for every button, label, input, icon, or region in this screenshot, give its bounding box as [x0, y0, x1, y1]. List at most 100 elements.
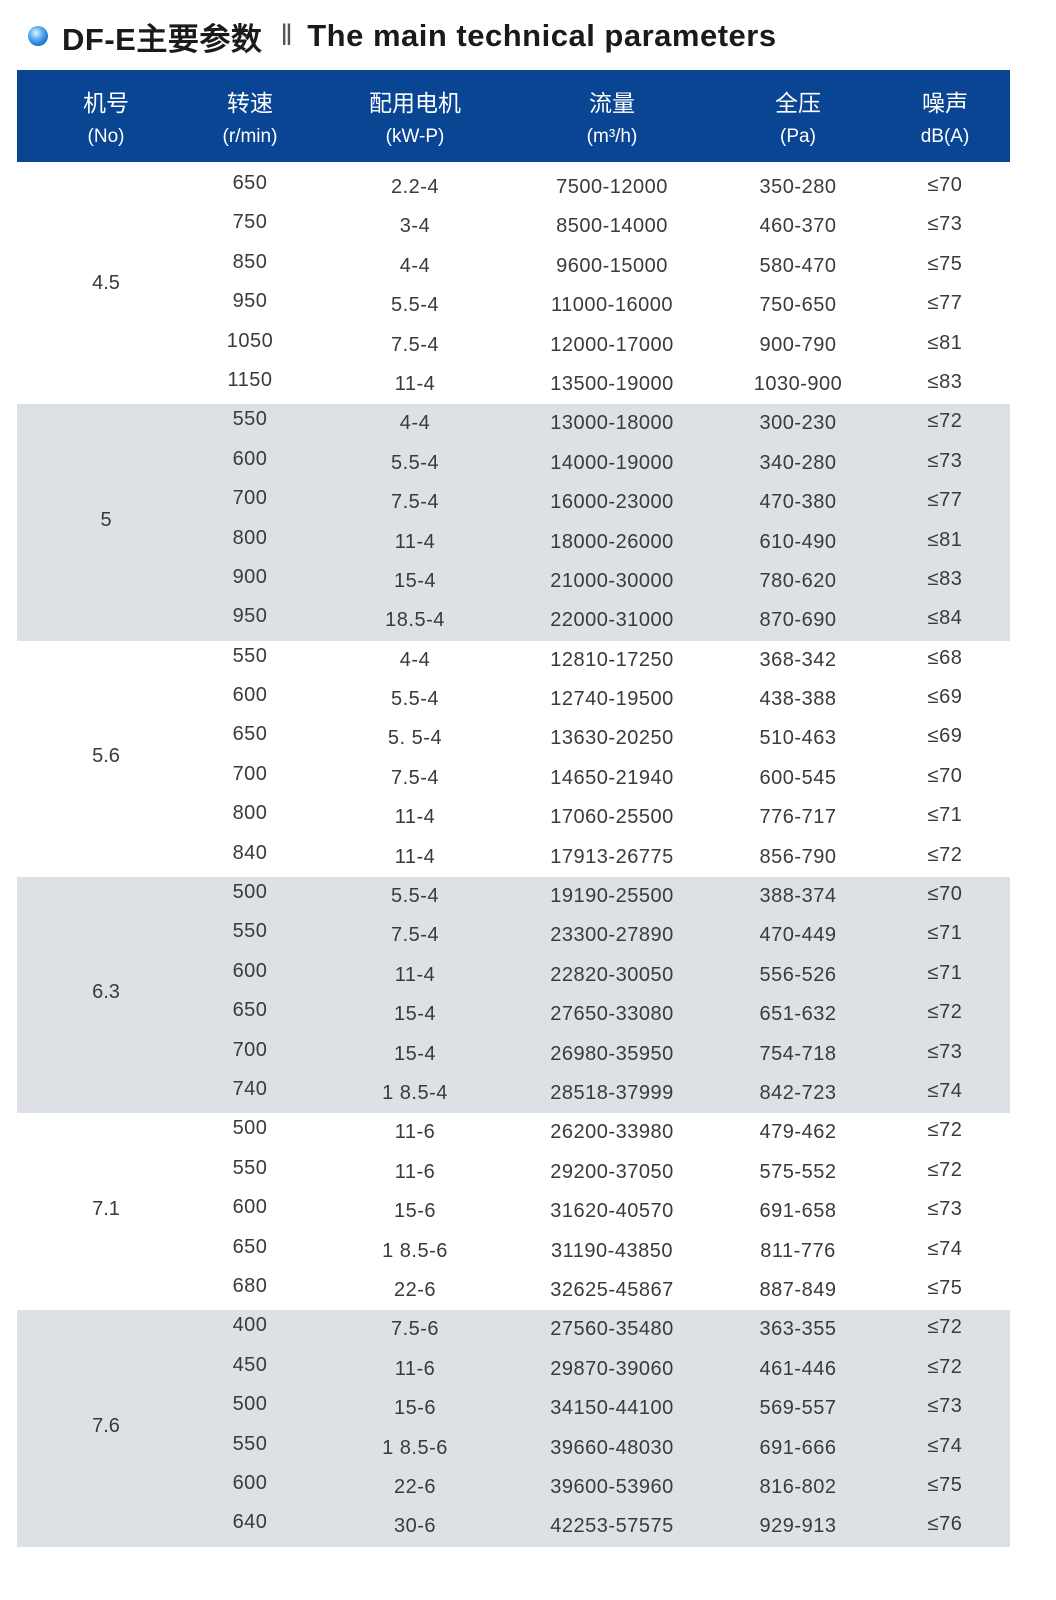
cell-noise: ≤73: [927, 1395, 963, 1418]
cell-speed: 500: [232, 881, 268, 904]
cell-airflow: 8500-14000: [556, 215, 668, 238]
cell-motor: 11-4: [394, 845, 436, 868]
cell-noise: ≤72: [927, 1355, 963, 1378]
cell-airflow: 14000-19000: [550, 451, 674, 474]
cell-speed: 500: [232, 1117, 268, 1140]
cell-noise: ≤72: [927, 1001, 963, 1024]
cell-speed: 600: [232, 1196, 268, 1219]
cell-motor: 3-4: [399, 215, 431, 238]
cell-noise: ≤73: [927, 1040, 963, 1063]
table-row: 500 5.5-4 19190-25500 388-374 ≤70: [17, 877, 1010, 916]
cell-airflow: 23300-27890: [550, 924, 674, 947]
table-row: 500 15-6 34150-44100 569-557 ≤73: [17, 1389, 1010, 1428]
cell-motor: 11-4: [394, 963, 436, 986]
cell-motor: 5.5-4: [390, 885, 440, 908]
table-row: 640 30-6 42253-57575 929-913 ≤76: [17, 1507, 1010, 1546]
model-group-5: 5 550 4-4 13000-18000 300-230 ≤72 600 5.5-4 1400…: [17, 404, 1010, 641]
cell-airflow: 19190-25500: [550, 885, 674, 908]
cell-motor: 1 8.5-4: [382, 1081, 448, 1104]
cell-noise: ≤81: [927, 331, 963, 354]
model-group-6.3: 6.3 500 5.5-4 19190-25500 388-374 ≤70 550 7.5-4…: [17, 877, 1010, 1114]
table-row: 400 7.5-6 27560-35480 363-355 ≤72: [17, 1310, 1010, 1349]
cell-speed: 400: [232, 1314, 268, 1337]
table-row: 600 22-6 39600-53960 816-802 ≤75: [17, 1468, 1010, 1507]
cell-speed: 600: [232, 684, 268, 707]
bullet-icon: [28, 26, 48, 46]
table-row: 950 5.5-4 11000-16000 750-650 ≤77: [17, 286, 1010, 325]
table-row: 650 15-4 27650-33080 651-632 ≤72: [17, 995, 1010, 1034]
cell-motor: 5.5-4: [390, 294, 440, 317]
cell-noise: ≤83: [927, 567, 963, 590]
cell-airflow: 18000-26000: [550, 530, 674, 553]
cell-motor: 15-6: [393, 1200, 437, 1223]
table-row: 840 11-4 17913-26775 856-790 ≤72: [17, 838, 1010, 877]
cell-airflow: 39660-48030: [550, 1436, 674, 1459]
table-row: 550 4-4 13000-18000 300-230 ≤72: [17, 404, 1010, 443]
cell-motor: 15-4: [393, 1003, 437, 1026]
cell-noise: ≤74: [927, 1434, 963, 1457]
cell-speed: 550: [232, 1432, 268, 1455]
cell-pressure: 575-552: [759, 1160, 837, 1183]
cell-pressure: 368-342: [759, 648, 837, 671]
table-row: 550 11-6 29200-37050 575-552 ≤72: [17, 1153, 1010, 1192]
table-row: 600 11-4 22820-30050 556-526 ≤71: [17, 956, 1010, 995]
cell-pressure: 460-370: [759, 215, 837, 238]
cell-speed: 680: [232, 1274, 268, 1297]
table-row: 800 11-4 17060-25500 776-717 ≤71: [17, 798, 1010, 837]
table-row: 900 15-4 21000-30000 780-620 ≤83: [17, 562, 1010, 601]
cell-motor: 15-4: [393, 1042, 437, 1065]
cell-speed: 700: [232, 762, 268, 785]
cell-pressure: 556-526: [759, 963, 837, 986]
cell-pressure: 340-280: [759, 451, 837, 474]
cell-motor: 5.5-4: [390, 688, 440, 711]
cell-speed: 640: [232, 1511, 268, 1534]
cell-pressure: 461-446: [759, 1357, 837, 1380]
cell-noise: ≤73: [927, 213, 963, 236]
cell-motor: 11-6: [394, 1357, 436, 1380]
cell-noise: ≤72: [927, 410, 963, 433]
table-row: 500 11-6 26200-33980 479-462 ≤72: [17, 1113, 1010, 1152]
cell-pressure: 363-355: [759, 1318, 837, 1341]
table-row: 450 11-6 29870-39060 461-446 ≤72: [17, 1350, 1010, 1389]
cell-noise: ≤70: [927, 174, 963, 196]
cell-pressure: 900-790: [759, 333, 837, 356]
cell-pressure: 350-280: [759, 176, 837, 198]
cell-speed: 650: [232, 172, 268, 194]
column-header-cn: 全压: [775, 90, 821, 116]
cell-motor: 18.5-4: [385, 609, 445, 632]
model-number: 5: [100, 508, 112, 531]
cell-pressure: 816-802: [759, 1475, 837, 1498]
model-number: 5.6: [92, 744, 120, 767]
column-header-model: 机号 (No): [26, 70, 186, 162]
cell-speed: 600: [232, 1471, 268, 1494]
cell-motor: 11-4: [394, 530, 436, 553]
cell-noise: ≤69: [927, 686, 963, 709]
cell-airflow: 27650-33080: [550, 1003, 674, 1026]
cell-noise: ≤77: [927, 489, 963, 512]
cell-motor: 7.5-4: [390, 491, 440, 514]
cell-pressure: 600-545: [759, 766, 837, 789]
model-number: 7.6: [92, 1414, 120, 1437]
cell-airflow: 28518-37999: [550, 1081, 674, 1104]
column-header-unit: (No): [87, 126, 125, 147]
cell-airflow: 34150-44100: [550, 1397, 674, 1420]
cell-noise: ≤75: [927, 1276, 963, 1299]
page-title: DF-E主要参数 ‖ The main technical parameters: [28, 14, 777, 58]
cell-speed: 450: [232, 1353, 268, 1376]
cell-motor: 1 8.5-6: [382, 1436, 448, 1459]
table-row: 650 2.2-4 7500-12000 350-280 ≤70: [17, 168, 1010, 207]
cell-pressure: 300-230: [759, 412, 837, 435]
cell-airflow: 32625-45867: [550, 1278, 674, 1301]
cell-airflow: 26980-35950: [550, 1042, 674, 1065]
cell-airflow: 9600-15000: [556, 254, 668, 277]
cell-airflow: 31190-43850: [551, 1239, 673, 1262]
cell-motor: 15-4: [393, 569, 437, 592]
cell-speed: 950: [232, 605, 268, 628]
model-group-7.6: 7.6 400 7.5-6 27560-35480 363-355 ≤72 450 11-6 2…: [17, 1310, 1010, 1547]
column-header-cn: 流量: [589, 90, 635, 116]
cell-pressure: 870-690: [759, 609, 837, 632]
cell-airflow: 12740-19500: [550, 688, 674, 711]
table-row: 700 7.5-4 16000-23000 470-380 ≤77: [17, 483, 1010, 522]
cell-pressure: 691-658: [759, 1200, 837, 1223]
cell-pressure: 929-913: [759, 1515, 837, 1538]
